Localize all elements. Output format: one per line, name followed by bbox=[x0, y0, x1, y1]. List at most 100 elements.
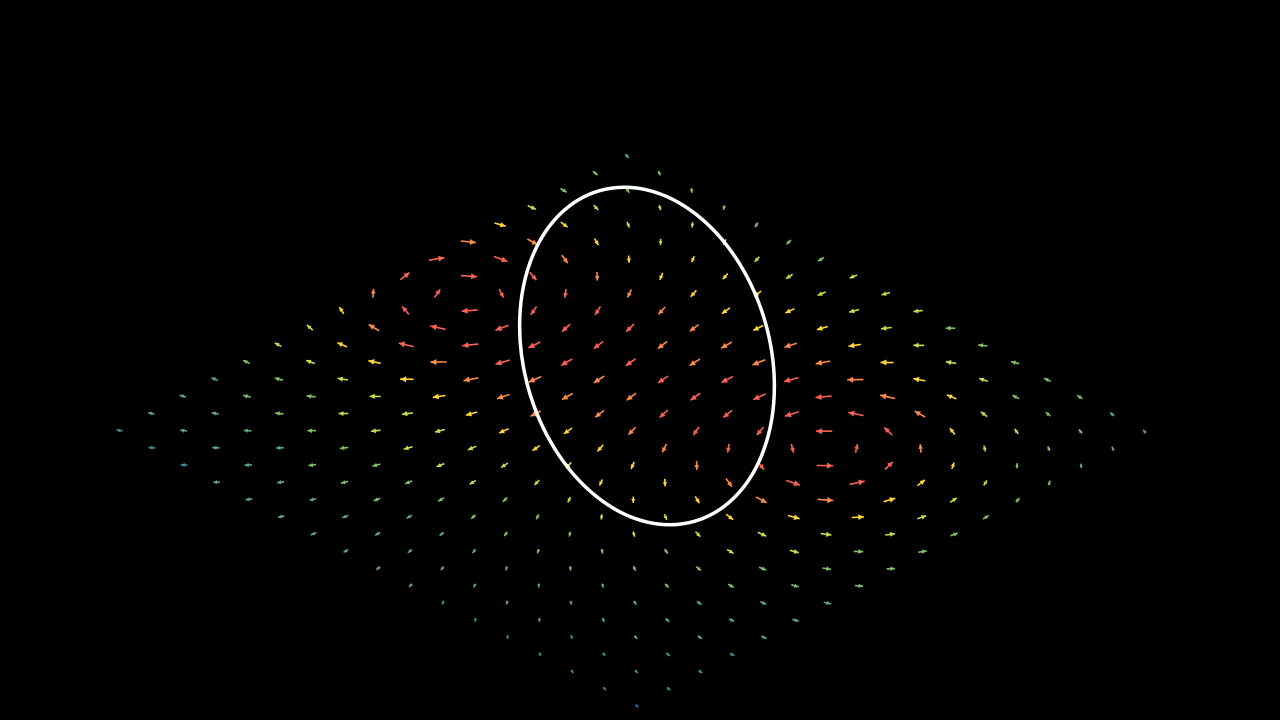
arrow-head bbox=[567, 498, 572, 503]
arrow-head bbox=[784, 377, 791, 383]
arrow-head bbox=[531, 274, 537, 281]
arrow-head bbox=[568, 532, 572, 537]
arrow-head bbox=[881, 325, 887, 331]
arrow-head bbox=[148, 411, 153, 416]
arrow-head bbox=[371, 428, 377, 434]
arrow-head bbox=[180, 462, 185, 467]
arrow-head bbox=[664, 583, 669, 588]
arrow-head bbox=[1077, 395, 1082, 400]
arrow-head bbox=[434, 428, 441, 434]
arrow-head bbox=[213, 480, 218, 485]
arrow-head bbox=[568, 567, 572, 571]
arrow-head bbox=[815, 359, 823, 366]
arrow-head bbox=[563, 428, 570, 434]
arrow-head bbox=[980, 411, 986, 417]
arrow-head bbox=[818, 257, 823, 262]
arrow-head bbox=[728, 515, 734, 520]
arrow-head bbox=[825, 531, 832, 537]
arrow-head bbox=[689, 189, 694, 193]
arrow-head bbox=[827, 497, 834, 504]
arrow-head bbox=[595, 309, 600, 315]
arrow-head bbox=[403, 445, 409, 451]
arrow-head bbox=[794, 618, 799, 622]
vector-field bbox=[116, 153, 1147, 708]
arrow-head bbox=[625, 360, 633, 366]
arrow-head bbox=[826, 462, 833, 469]
arrow-head bbox=[430, 324, 437, 331]
arrow-head bbox=[786, 240, 791, 245]
arrow-head bbox=[467, 445, 474, 451]
arrow-head bbox=[561, 394, 569, 400]
arrow-head bbox=[439, 532, 444, 536]
arrow-head bbox=[847, 376, 854, 383]
arrow-head bbox=[593, 343, 600, 349]
arrow-head bbox=[343, 549, 348, 553]
arrow-head bbox=[594, 240, 599, 246]
arrow-head bbox=[432, 393, 439, 400]
arrow-head bbox=[755, 223, 759, 228]
arrow-head bbox=[625, 188, 630, 193]
arrow-head bbox=[441, 600, 445, 605]
arrow-head bbox=[463, 376, 470, 383]
arrow-head bbox=[595, 411, 602, 418]
arrow-head bbox=[659, 412, 666, 418]
arrow-head bbox=[730, 652, 735, 656]
arrow-head bbox=[890, 566, 895, 571]
arrow-head bbox=[978, 343, 984, 348]
arrow-head bbox=[528, 342, 536, 348]
arrow-head bbox=[465, 411, 472, 417]
arrow-head bbox=[698, 669, 703, 673]
arrow-head bbox=[664, 549, 668, 554]
current-loop bbox=[517, 185, 777, 527]
arrow-head bbox=[723, 412, 730, 418]
arrow-head bbox=[495, 359, 503, 366]
arrow-head bbox=[530, 411, 537, 417]
arrow-head bbox=[666, 652, 670, 656]
arrow-head bbox=[815, 394, 822, 400]
arrow-head bbox=[497, 393, 504, 400]
arrow-head bbox=[889, 497, 896, 503]
arrow-head bbox=[816, 428, 823, 435]
arrow-head bbox=[531, 239, 538, 245]
arrow-head bbox=[398, 341, 406, 348]
arrow-head bbox=[728, 549, 734, 554]
arrow-head bbox=[1045, 412, 1050, 417]
arrow-head bbox=[628, 429, 634, 435]
arrow-head bbox=[721, 308, 728, 314]
arrow-head bbox=[952, 497, 957, 503]
arrow-head bbox=[756, 429, 762, 436]
arrow-head bbox=[438, 255, 445, 262]
arrow-head bbox=[658, 309, 664, 315]
arrow-head bbox=[1079, 463, 1083, 468]
arrow-head bbox=[274, 342, 280, 347]
arrow-head bbox=[761, 566, 767, 571]
arrow-head bbox=[436, 463, 442, 468]
arrow-head bbox=[277, 480, 282, 485]
arrow-head bbox=[594, 205, 599, 210]
arrow-head bbox=[504, 532, 508, 537]
arrow-head bbox=[469, 239, 476, 245]
arrow-head bbox=[760, 497, 767, 503]
arrow-head bbox=[761, 600, 767, 605]
arrow-head bbox=[532, 446, 538, 451]
arrow-head bbox=[657, 343, 664, 349]
arrow-head bbox=[593, 377, 601, 383]
arrow-head bbox=[530, 309, 536, 315]
arrow-head bbox=[854, 444, 859, 450]
arrow-head bbox=[430, 359, 437, 366]
arrow-head bbox=[243, 428, 249, 433]
arrow-head bbox=[984, 515, 989, 520]
arrow-head bbox=[148, 445, 153, 450]
arrow-head bbox=[369, 393, 375, 399]
arrow-head bbox=[435, 289, 441, 295]
arrow-head bbox=[696, 532, 701, 537]
arrow-head bbox=[634, 669, 638, 674]
arrow-head bbox=[950, 462, 955, 467]
arrow-head bbox=[561, 326, 568, 332]
arrow-head bbox=[914, 411, 921, 417]
arrow-head bbox=[784, 411, 792, 418]
arrow-head bbox=[473, 583, 477, 588]
arrow-head bbox=[339, 445, 345, 451]
arrow-head bbox=[633, 601, 637, 605]
arrow-head bbox=[659, 275, 664, 280]
